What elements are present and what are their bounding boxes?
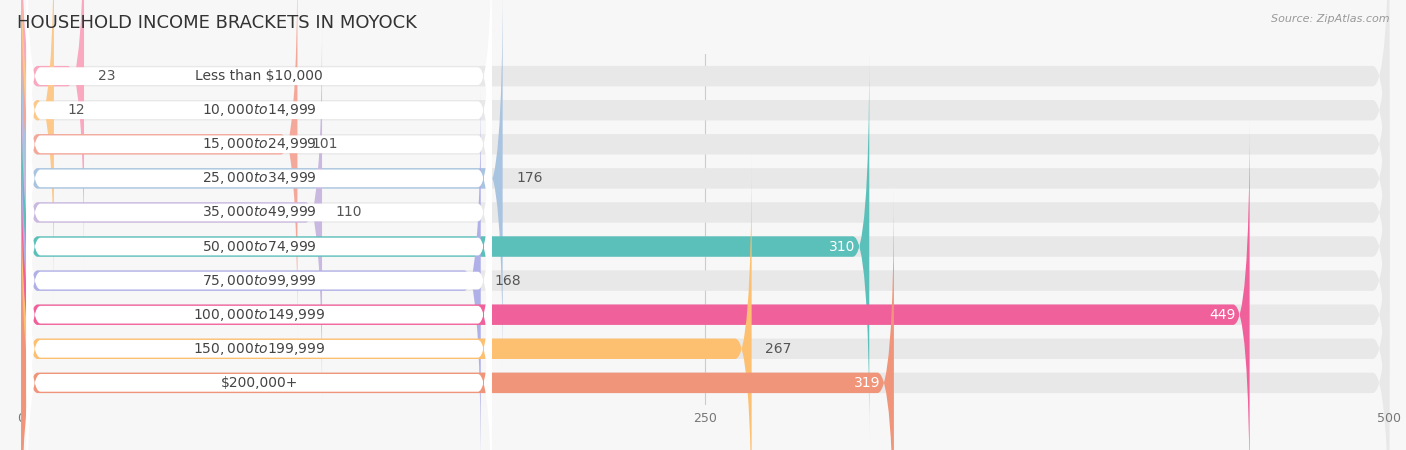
- FancyBboxPatch shape: [21, 0, 502, 373]
- Text: $200,000+: $200,000+: [221, 376, 298, 390]
- FancyBboxPatch shape: [21, 121, 1250, 450]
- FancyBboxPatch shape: [27, 51, 492, 374]
- Text: 23: 23: [97, 69, 115, 83]
- FancyBboxPatch shape: [21, 18, 1389, 407]
- FancyBboxPatch shape: [21, 0, 53, 305]
- FancyBboxPatch shape: [27, 0, 492, 306]
- FancyBboxPatch shape: [27, 153, 492, 450]
- FancyBboxPatch shape: [21, 189, 894, 450]
- Text: 12: 12: [67, 103, 86, 117]
- Text: 168: 168: [495, 274, 522, 288]
- FancyBboxPatch shape: [21, 154, 1389, 450]
- FancyBboxPatch shape: [21, 52, 1389, 441]
- Text: $100,000 to $149,999: $100,000 to $149,999: [193, 307, 325, 323]
- FancyBboxPatch shape: [27, 221, 492, 450]
- Text: 319: 319: [853, 376, 880, 390]
- FancyBboxPatch shape: [27, 85, 492, 408]
- Text: 310: 310: [830, 239, 856, 253]
- Text: Source: ZipAtlas.com: Source: ZipAtlas.com: [1271, 14, 1389, 23]
- Text: HOUSEHOLD INCOME BRACKETS IN MOYOCK: HOUSEHOLD INCOME BRACKETS IN MOYOCK: [17, 14, 416, 32]
- Text: 110: 110: [336, 206, 363, 220]
- FancyBboxPatch shape: [27, 0, 492, 272]
- Text: $35,000 to $49,999: $35,000 to $49,999: [201, 204, 316, 220]
- Text: 176: 176: [516, 171, 543, 185]
- FancyBboxPatch shape: [21, 0, 1389, 373]
- FancyBboxPatch shape: [21, 154, 752, 450]
- FancyBboxPatch shape: [27, 187, 492, 450]
- FancyBboxPatch shape: [27, 119, 492, 442]
- Text: $75,000 to $99,999: $75,000 to $99,999: [201, 273, 316, 288]
- FancyBboxPatch shape: [21, 86, 1389, 450]
- FancyBboxPatch shape: [21, 0, 298, 338]
- FancyBboxPatch shape: [27, 17, 492, 340]
- FancyBboxPatch shape: [21, 121, 1389, 450]
- FancyBboxPatch shape: [21, 18, 322, 407]
- FancyBboxPatch shape: [27, 0, 492, 238]
- FancyBboxPatch shape: [21, 0, 1389, 270]
- FancyBboxPatch shape: [21, 0, 84, 270]
- Text: 449: 449: [1209, 308, 1236, 322]
- Text: $50,000 to $74,999: $50,000 to $74,999: [201, 238, 316, 255]
- Text: Less than $10,000: Less than $10,000: [195, 69, 323, 83]
- FancyBboxPatch shape: [21, 0, 1389, 305]
- FancyBboxPatch shape: [21, 189, 1389, 450]
- Text: $15,000 to $24,999: $15,000 to $24,999: [201, 136, 316, 152]
- Text: $25,000 to $34,999: $25,000 to $34,999: [201, 171, 316, 186]
- Text: $10,000 to $14,999: $10,000 to $14,999: [201, 102, 316, 118]
- FancyBboxPatch shape: [21, 52, 869, 441]
- Text: 101: 101: [311, 137, 337, 151]
- FancyBboxPatch shape: [21, 0, 1389, 338]
- Text: 267: 267: [765, 342, 792, 356]
- Text: $150,000 to $199,999: $150,000 to $199,999: [193, 341, 325, 357]
- FancyBboxPatch shape: [21, 86, 481, 450]
